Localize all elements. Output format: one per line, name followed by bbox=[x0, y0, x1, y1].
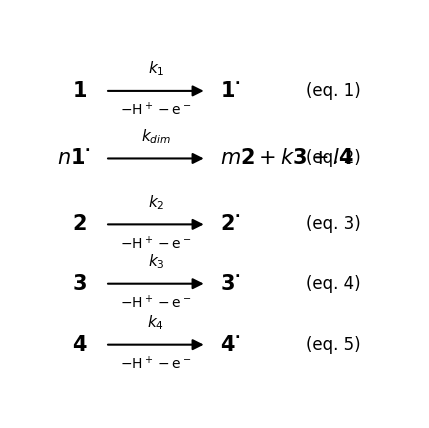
Text: $\mathbf{4}$: $\mathbf{4}$ bbox=[72, 335, 88, 355]
Text: $\mathbf{2^{\bullet}}$: $\mathbf{2^{\bullet}}$ bbox=[220, 214, 241, 235]
Text: $k_1$: $k_1$ bbox=[148, 59, 164, 78]
Text: (eq. 3): (eq. 3) bbox=[306, 215, 361, 233]
Text: $\mathrm{-H^+ - e^-}$: $\mathrm{-H^+ - e^-}$ bbox=[120, 355, 191, 372]
Text: $n\mathbf{1^{\bullet}}$: $n\mathbf{1^{\bullet}}$ bbox=[57, 149, 91, 169]
Text: $\mathbf{1}$: $\mathbf{1}$ bbox=[72, 81, 87, 101]
Text: (eq. 4): (eq. 4) bbox=[306, 275, 361, 293]
Text: $\mathbf{4^{\bullet}}$: $\mathbf{4^{\bullet}}$ bbox=[220, 335, 241, 355]
Text: $\mathbf{3}$: $\mathbf{3}$ bbox=[72, 273, 87, 294]
Text: $\mathbf{3^{\bullet}}$: $\mathbf{3^{\bullet}}$ bbox=[220, 273, 241, 294]
Text: $\mathrm{-H^+ - e^-}$: $\mathrm{-H^+ - e^-}$ bbox=[120, 235, 191, 252]
Text: $k_3$: $k_3$ bbox=[148, 253, 164, 271]
Text: $k_4$: $k_4$ bbox=[148, 313, 164, 332]
Text: $k_{dim}$: $k_{dim}$ bbox=[141, 127, 171, 146]
Text: $\mathbf{2}$: $\mathbf{2}$ bbox=[72, 214, 87, 235]
Text: $\mathbf{1^{\bullet}}$: $\mathbf{1^{\bullet}}$ bbox=[220, 81, 241, 101]
Text: $k_2$: $k_2$ bbox=[148, 193, 164, 212]
Text: (eq. 5): (eq. 5) bbox=[306, 336, 361, 354]
Text: $\mathrm{-H^+ - e^-}$: $\mathrm{-H^+ - e^-}$ bbox=[120, 294, 191, 312]
Text: (eq. 1): (eq. 1) bbox=[306, 82, 361, 100]
Text: $\mathrm{-H^+ - e^-}$: $\mathrm{-H^+ - e^-}$ bbox=[120, 101, 191, 119]
Text: (eq. 2): (eq. 2) bbox=[306, 149, 361, 167]
Text: $m\mathbf{2} + k\mathbf{3} + l\mathbf{4}$: $m\mathbf{2} + k\mathbf{3} + l\mathbf{4}… bbox=[220, 149, 354, 169]
